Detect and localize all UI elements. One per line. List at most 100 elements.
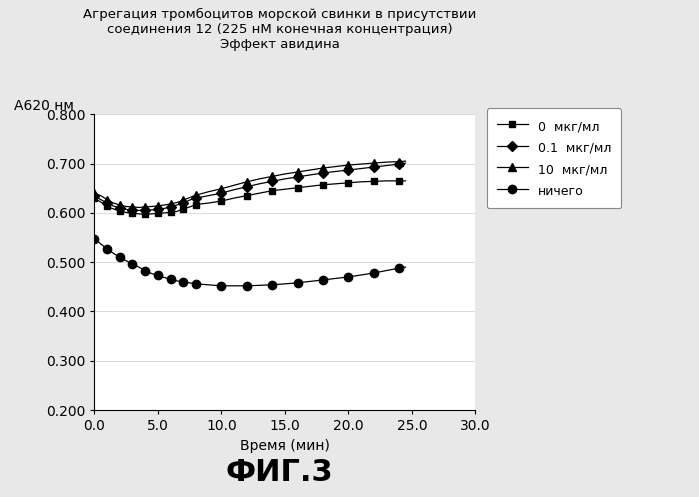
10  мкг/мл: [401, 158, 410, 164]
ничего: [294, 280, 302, 286]
0  мкг/мл: [179, 206, 187, 212]
10  мкг/мл: [395, 159, 403, 165]
ничего: [122, 258, 130, 264]
ничего: [129, 261, 137, 267]
ничего: [141, 267, 150, 273]
ничего: [255, 282, 264, 288]
0  мкг/мл: [401, 178, 410, 184]
0.1  мкг/мл: [166, 204, 175, 210]
0  мкг/мл: [395, 178, 403, 184]
0.1  мкг/мл: [185, 197, 194, 203]
ничего: [115, 254, 124, 260]
0  мкг/мл: [160, 210, 168, 216]
ничего: [331, 275, 340, 281]
0.1  мкг/мл: [401, 160, 410, 166]
0.1  мкг/мл: [382, 163, 391, 168]
ничего: [370, 270, 378, 276]
10  мкг/мл: [306, 167, 315, 173]
0  мкг/мл: [344, 180, 352, 186]
0.1  мкг/мл: [129, 207, 137, 213]
ничего: [382, 267, 391, 273]
10  мкг/мл: [243, 179, 251, 185]
0  мкг/мл: [204, 200, 212, 206]
ничего: [179, 279, 187, 285]
0.1  мкг/мл: [356, 166, 365, 171]
0  мкг/мл: [281, 186, 289, 192]
10  мкг/мл: [294, 169, 302, 175]
0  мкг/мл: [166, 209, 175, 215]
Line: 0  мкг/мл: 0 мкг/мл: [91, 177, 409, 218]
0  мкг/мл: [331, 181, 340, 187]
ничего: [217, 283, 226, 289]
10  мкг/мл: [90, 190, 99, 196]
0  мкг/мл: [192, 201, 200, 207]
10  мкг/мл: [331, 164, 340, 169]
0.1  мкг/мл: [103, 200, 111, 206]
0  мкг/мл: [173, 208, 181, 214]
10  мкг/мл: [160, 202, 168, 208]
0  мкг/мл: [96, 199, 105, 205]
ничего: [160, 274, 168, 280]
ничего: [356, 272, 365, 278]
10  мкг/мл: [122, 203, 130, 209]
X-axis label: Время (мин): Время (мин): [240, 439, 330, 453]
0.1  мкг/мл: [344, 167, 352, 173]
ничего: [281, 281, 289, 287]
0.1  мкг/мл: [192, 195, 200, 201]
10  мкг/мл: [204, 189, 212, 195]
10  мкг/мл: [281, 171, 289, 177]
10  мкг/мл: [192, 192, 200, 198]
0  мкг/мл: [154, 210, 162, 216]
0  мкг/мл: [103, 203, 111, 209]
10  мкг/мл: [173, 200, 181, 206]
Line: 0.1  мкг/мл: 0.1 мкг/мл: [91, 160, 409, 214]
0.1  мкг/мл: [204, 193, 212, 199]
Text: Агрегация тромбоцитов морской свинки в присутствии
соединения 12 (225 нМ конечна: Агрегация тромбоцитов морской свинки в п…: [83, 7, 476, 51]
ничего: [103, 246, 111, 252]
0  мкг/мл: [141, 211, 150, 217]
10  мкг/мл: [109, 200, 117, 206]
10  мкг/мл: [115, 202, 124, 208]
ничего: [154, 272, 162, 278]
10  мкг/мл: [185, 195, 194, 201]
ничего: [147, 270, 156, 276]
0.1  мкг/мл: [294, 174, 302, 180]
10  мкг/мл: [217, 186, 226, 192]
0  мкг/мл: [294, 185, 302, 191]
0.1  мкг/мл: [154, 206, 162, 212]
ничего: [166, 276, 175, 282]
10  мкг/мл: [103, 197, 111, 203]
10  мкг/мл: [370, 160, 378, 166]
Text: ФИГ.3: ФИГ.3: [226, 458, 333, 487]
ничего: [268, 282, 276, 288]
Legend: 0  мкг/мл, 0.1  мкг/мл, 10  мкг/мл, ничего: 0 мкг/мл, 0.1 мкг/мл, 10 мкг/мл, ничего: [487, 108, 621, 208]
10  мкг/мл: [147, 203, 156, 209]
0  мкг/мл: [255, 190, 264, 196]
0.1  мкг/мл: [141, 207, 150, 213]
10  мкг/мл: [230, 182, 238, 188]
0  мкг/мл: [243, 193, 251, 199]
0  мкг/мл: [370, 178, 378, 184]
ничего: [395, 265, 403, 271]
0.1  мкг/мл: [243, 184, 251, 190]
ничего: [135, 264, 143, 270]
ничего: [401, 264, 410, 270]
0  мкг/мл: [147, 211, 156, 217]
0  мкг/мл: [230, 195, 238, 201]
10  мкг/мл: [129, 204, 137, 210]
0  мкг/мл: [185, 204, 194, 210]
0.1  мкг/мл: [90, 193, 99, 199]
0  мкг/мл: [109, 206, 117, 212]
0.1  мкг/мл: [96, 197, 105, 203]
ничего: [306, 278, 315, 284]
ничего: [243, 283, 251, 289]
0.1  мкг/мл: [230, 187, 238, 193]
0  мкг/мл: [268, 188, 276, 194]
0.1  мкг/мл: [115, 205, 124, 211]
0.1  мкг/мл: [268, 178, 276, 184]
10  мкг/мл: [166, 201, 175, 207]
ничего: [109, 250, 117, 256]
10  мкг/мл: [154, 203, 162, 209]
0  мкг/мл: [356, 179, 365, 185]
0.1  мкг/мл: [319, 170, 327, 176]
